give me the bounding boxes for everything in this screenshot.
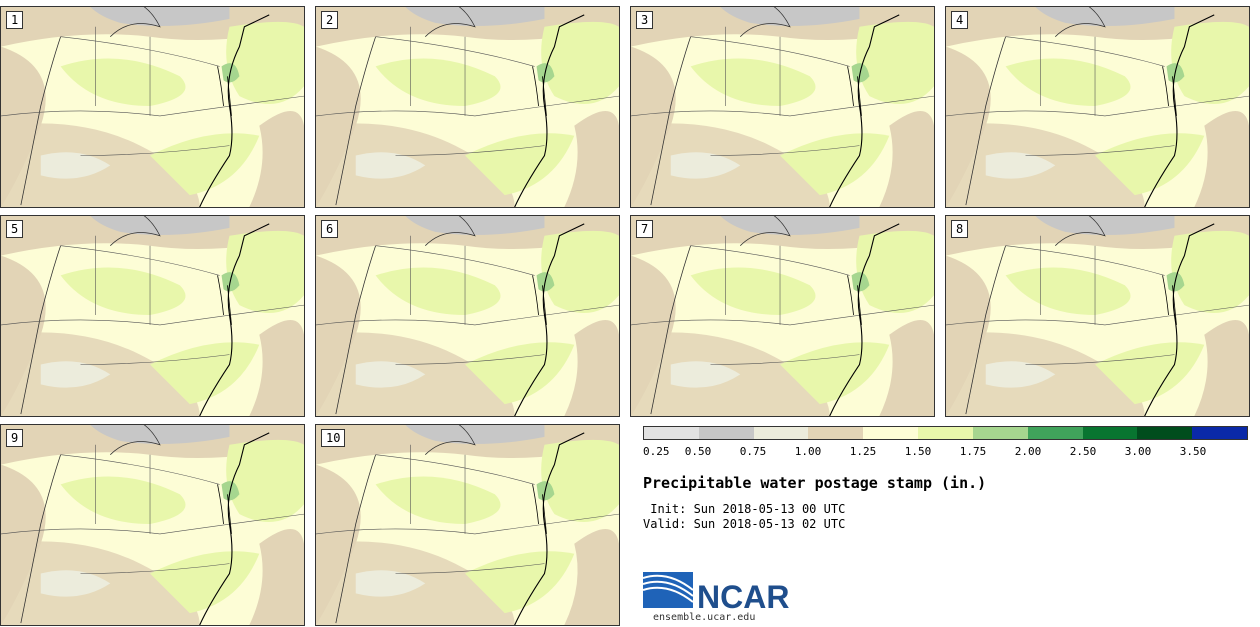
panel-label: 8 (951, 220, 969, 238)
panel-label: 5 (6, 220, 24, 238)
logo-url: ensemble.ucar.edu (653, 612, 756, 623)
panel-label: 3 (636, 11, 654, 29)
colorbar-tick: 0.25 (643, 445, 670, 458)
colorbar-tick: 1.75 (959, 445, 987, 458)
colorbar-tick: 0.50 (684, 445, 712, 458)
map-panel-10: 10 (315, 424, 620, 626)
colorbar-tick: 0.75 (739, 445, 767, 458)
map-field (631, 7, 934, 207)
colorbar-swatch (972, 427, 1028, 439)
map-field (316, 216, 619, 416)
map-field (316, 7, 619, 207)
colorbar-swatch (863, 427, 919, 439)
colorbar-tick-labels: 0.25 0.50 0.75 1.00 1.25 1.50 1.75 2.00 2.50 3.00… (643, 445, 1248, 459)
colorbar-swatch (808, 427, 864, 439)
map-panel-6: 6 (315, 215, 620, 417)
init-time: Init: Sun 2018-05-13 00 UTC (643, 502, 846, 516)
valid-time: Valid: Sun 2018-05-13 02 UTC (643, 517, 846, 531)
colorbar-swatch (918, 427, 973, 439)
colorbar-tick: 3.50 (1179, 445, 1207, 458)
colorbar-swatch (698, 427, 754, 439)
panel-label: 9 (6, 429, 24, 447)
colorbar (643, 426, 1248, 440)
colorbar-tick: 1.50 (904, 445, 932, 458)
map-panel-4: 4 (945, 6, 1250, 208)
map-field (631, 216, 934, 416)
panel-label: 6 (321, 220, 339, 238)
ncar-logo: NCAR (643, 572, 789, 614)
map-field (1, 7, 304, 207)
colorbar-swatch (753, 427, 809, 439)
colorbar-swatch (1192, 427, 1247, 439)
panel-label: 2 (321, 11, 339, 29)
colorbar-swatch (1027, 427, 1083, 439)
map-field (1, 425, 304, 625)
logo-text: NCAR (697, 579, 789, 614)
colorbar-swatch (644, 427, 699, 439)
map-panel-8: 8 (945, 215, 1250, 417)
plot-title: Precipitable water postage stamp (in.) (643, 474, 987, 492)
colorbar-tick: 2.00 (1014, 445, 1042, 458)
colorbar-tick: 1.25 (849, 445, 877, 458)
panel-label: 7 (636, 220, 654, 238)
map-panel-1: 1 (0, 6, 305, 208)
map-field (946, 216, 1249, 416)
map-panel-2: 2 (315, 6, 620, 208)
panel-label: 10 (321, 429, 346, 447)
colorbar-swatch (1082, 427, 1138, 439)
colorbar-tick: 2.50 (1069, 445, 1097, 458)
map-field (1, 216, 304, 416)
map-panel-9: 9 (0, 424, 305, 626)
map-panel-7: 7 (630, 215, 935, 417)
colorbar-swatch (1137, 427, 1193, 439)
colorbar-tick: 3.00 (1124, 445, 1152, 458)
map-panel-3: 3 (630, 6, 935, 208)
map-field (946, 7, 1249, 207)
panel-label: 1 (6, 11, 24, 29)
colorbar-tick: 1.00 (794, 445, 822, 458)
panel-label: 4 (951, 11, 969, 29)
map-field (316, 425, 619, 625)
map-panel-5: 5 (0, 215, 305, 417)
